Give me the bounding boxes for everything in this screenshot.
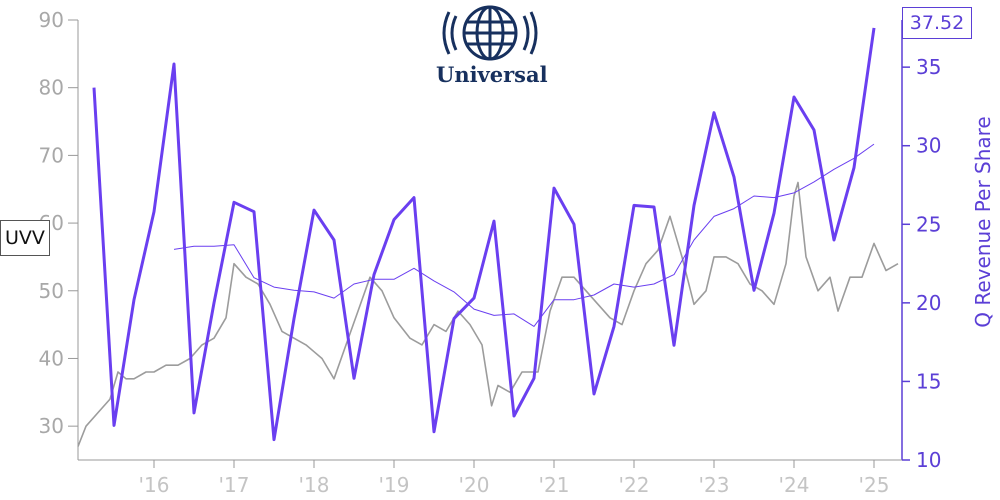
x-tick-label: '19 <box>379 473 410 497</box>
right-tick-label: 25 <box>916 212 941 236</box>
right-tick-label: 15 <box>916 369 941 393</box>
axes: 30405060708090101520253035'16'17'18'19'2… <box>39 8 942 497</box>
right-tick-label: 10 <box>916 448 941 472</box>
left-tick-label: 30 <box>39 414 64 438</box>
x-tick-label: '22 <box>619 473 650 497</box>
x-tick-label: '24 <box>779 473 810 497</box>
x-tick-label: '18 <box>299 473 330 497</box>
right-tick-label: 20 <box>916 291 941 315</box>
left-tick-label: 80 <box>39 76 64 100</box>
right-axis-title: Q Revenue Per Share <box>971 116 995 328</box>
price-series-line <box>77 181 899 447</box>
x-tick-label: '20 <box>459 473 490 497</box>
logo-text: Universal <box>436 62 548 87</box>
universal-logo: Universal <box>436 2 548 88</box>
right-tick-label: 30 <box>916 134 941 158</box>
left-tick-label: 70 <box>39 143 64 167</box>
left-tick-label: 90 <box>39 8 64 32</box>
quarterly-revenue-series-line <box>92 27 876 442</box>
globe-icon <box>442 5 538 61</box>
left-tick-label: 40 <box>39 346 64 370</box>
right-tick-label: 35 <box>916 55 941 79</box>
x-tick-label: '25 <box>859 473 890 497</box>
x-tick-label: '21 <box>539 473 570 497</box>
ticker-label: UVV <box>0 220 50 256</box>
series-layer <box>77 27 899 447</box>
last-value-label: 37.52 <box>902 7 972 39</box>
x-tick-label: '16 <box>139 473 170 497</box>
left-tick-label: 50 <box>39 279 64 303</box>
ttm-revenue-series-line <box>173 143 875 327</box>
x-tick-label: '23 <box>699 473 730 497</box>
x-tick-label: '17 <box>219 473 250 497</box>
